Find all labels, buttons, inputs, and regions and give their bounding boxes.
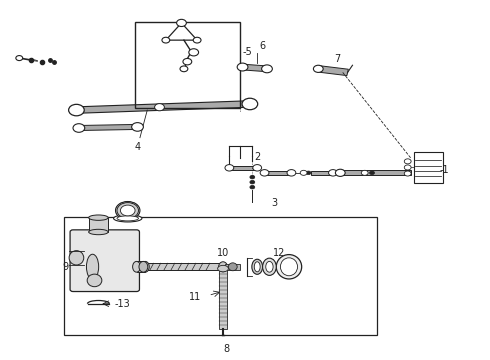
Text: -13: -13	[114, 299, 130, 309]
Polygon shape	[79, 125, 138, 131]
Ellipse shape	[142, 261, 149, 272]
Ellipse shape	[228, 263, 237, 271]
Text: 6: 6	[260, 41, 266, 51]
Text: 7: 7	[334, 54, 341, 64]
Circle shape	[287, 170, 296, 176]
Circle shape	[237, 63, 248, 71]
Circle shape	[250, 175, 255, 179]
Circle shape	[329, 170, 337, 176]
Polygon shape	[219, 270, 227, 329]
Polygon shape	[230, 166, 257, 170]
Text: 9: 9	[62, 262, 69, 272]
Ellipse shape	[89, 229, 108, 235]
Circle shape	[250, 180, 255, 184]
Circle shape	[189, 49, 198, 56]
Circle shape	[404, 171, 411, 176]
Circle shape	[121, 205, 135, 216]
Text: 12: 12	[273, 248, 286, 258]
Circle shape	[369, 171, 374, 175]
Circle shape	[116, 202, 140, 220]
Circle shape	[260, 170, 269, 176]
Text: -1: -1	[440, 165, 449, 175]
Ellipse shape	[69, 251, 84, 265]
Circle shape	[132, 123, 144, 131]
Circle shape	[242, 98, 258, 110]
Ellipse shape	[263, 258, 276, 275]
Ellipse shape	[218, 265, 228, 272]
Ellipse shape	[266, 261, 273, 272]
Polygon shape	[145, 263, 223, 270]
Circle shape	[306, 171, 311, 175]
Ellipse shape	[280, 258, 297, 276]
Text: 10: 10	[217, 248, 229, 258]
Circle shape	[404, 165, 411, 170]
Polygon shape	[340, 171, 411, 175]
Circle shape	[404, 159, 411, 164]
Text: 3: 3	[271, 198, 277, 208]
Circle shape	[262, 65, 272, 73]
Ellipse shape	[133, 261, 141, 272]
Ellipse shape	[117, 216, 139, 221]
Circle shape	[193, 37, 201, 43]
Ellipse shape	[254, 262, 260, 272]
Circle shape	[16, 55, 23, 60]
Polygon shape	[76, 101, 250, 113]
Circle shape	[335, 169, 345, 176]
Ellipse shape	[252, 259, 263, 274]
Ellipse shape	[219, 262, 227, 272]
Bar	[135, 22, 240, 108]
Text: -5: -5	[243, 46, 252, 57]
Circle shape	[117, 203, 139, 219]
Text: 8: 8	[223, 343, 229, 354]
Ellipse shape	[87, 274, 102, 287]
Circle shape	[155, 104, 164, 111]
Circle shape	[176, 19, 186, 27]
Circle shape	[250, 185, 255, 189]
Ellipse shape	[276, 255, 302, 279]
Polygon shape	[137, 261, 146, 272]
Polygon shape	[265, 171, 292, 175]
Text: 11: 11	[189, 292, 201, 302]
Circle shape	[69, 104, 84, 116]
Circle shape	[162, 37, 170, 43]
Circle shape	[361, 170, 368, 175]
Ellipse shape	[86, 254, 98, 279]
Text: 2: 2	[254, 152, 261, 162]
Polygon shape	[318, 66, 348, 76]
Polygon shape	[225, 264, 240, 270]
Circle shape	[73, 124, 85, 132]
Circle shape	[183, 58, 192, 65]
Polygon shape	[89, 218, 108, 232]
Ellipse shape	[139, 261, 148, 272]
Ellipse shape	[89, 215, 108, 220]
Circle shape	[314, 65, 323, 72]
Ellipse shape	[114, 215, 142, 222]
FancyBboxPatch shape	[70, 230, 140, 292]
Polygon shape	[242, 64, 268, 72]
Circle shape	[225, 165, 234, 171]
Bar	[64, 217, 377, 335]
Circle shape	[180, 66, 188, 72]
Bar	[414, 152, 443, 183]
Text: 4: 4	[134, 142, 140, 152]
Circle shape	[253, 165, 262, 171]
Ellipse shape	[116, 202, 140, 219]
Circle shape	[300, 170, 307, 175]
Polygon shape	[311, 171, 333, 175]
